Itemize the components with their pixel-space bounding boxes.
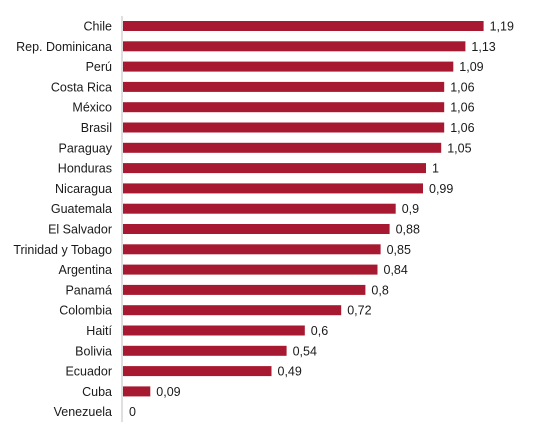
value-label: 0,8: [371, 283, 388, 297]
value-label: 0,9: [402, 202, 419, 216]
category-label: Ecuador: [65, 365, 112, 379]
value-label: 0,09: [156, 385, 180, 399]
category-label: Panamá: [65, 283, 112, 297]
category-labels-group: Chile Rep. Dominicana Perú Costa Rica México…: [13, 20, 112, 420]
value-label: 1,06: [450, 80, 474, 94]
value-label: 0,49: [278, 365, 302, 379]
value-label: 0,85: [387, 243, 411, 257]
value-label: 1,19: [490, 20, 514, 34]
bar-costa-rica: [123, 81, 445, 92]
value-label: 1,13: [471, 40, 495, 54]
category-label: Haití: [86, 324, 112, 338]
bar-trinidad-y-tobago: [123, 244, 381, 255]
bar-chile: [123, 21, 484, 31]
category-label: Guatemala: [51, 202, 112, 216]
bar-honduras: [123, 163, 426, 174]
value-label: 0,99: [429, 182, 453, 196]
bar-guatemala: [123, 203, 396, 214]
category-label: Nicaragua: [55, 182, 112, 196]
bar-ecuador: [123, 366, 272, 377]
value-label: 0,84: [384, 263, 408, 277]
category-label: Paraguay: [58, 141, 112, 155]
category-label: Perú: [86, 60, 112, 74]
value-label: 1,06: [450, 121, 474, 135]
category-label: Cuba: [82, 385, 112, 399]
category-label: México: [72, 101, 112, 115]
bar-m-xico: [123, 102, 445, 113]
value-label: 1,09: [459, 60, 483, 74]
category-label: Bolivia: [75, 344, 112, 358]
bar-argentina: [123, 264, 378, 275]
category-label: Venezuela: [54, 405, 112, 419]
bar-nicaragua: [123, 183, 423, 194]
bar-rep-dominicana: [123, 41, 466, 52]
category-label: El Salvador: [48, 223, 112, 237]
value-label: 0: [129, 405, 136, 419]
category-label: Costa Rica: [51, 80, 112, 94]
bar-per-: [123, 61, 454, 72]
category-label: Chile: [84, 20, 113, 34]
value-label: 1,06: [450, 101, 474, 115]
bar-brasil: [123, 122, 445, 133]
category-label: Brasil: [81, 121, 112, 135]
category-label: Rep. Dominicana: [16, 40, 112, 54]
value-labels-group: 1,19 1,13 1,09 1,06 1,06 1,06 1,05 1 0,99 0,9 0,88…: [129, 20, 514, 420]
bar-panam-: [123, 284, 366, 295]
value-label: 0,6: [311, 324, 328, 338]
bars-group: [123, 21, 484, 397]
value-label: 0,72: [347, 304, 371, 318]
category-label: Argentina: [58, 263, 112, 277]
category-label: Honduras: [58, 162, 112, 176]
value-label: 0,88: [396, 223, 420, 237]
bar-el-salvador: [123, 224, 390, 234]
bar-colombia: [123, 305, 342, 316]
value-label: 1,05: [447, 141, 471, 155]
value-label: 0,54: [293, 344, 317, 358]
bar-cuba: [123, 386, 151, 397]
bar-paraguay: [123, 142, 442, 153]
bar-bolivia: [123, 345, 287, 356]
category-label: Trinidad y Tobago: [13, 243, 112, 257]
value-label: 1: [432, 162, 439, 176]
bar-hait-: [123, 325, 305, 336]
category-label: Colombia: [59, 304, 112, 318]
